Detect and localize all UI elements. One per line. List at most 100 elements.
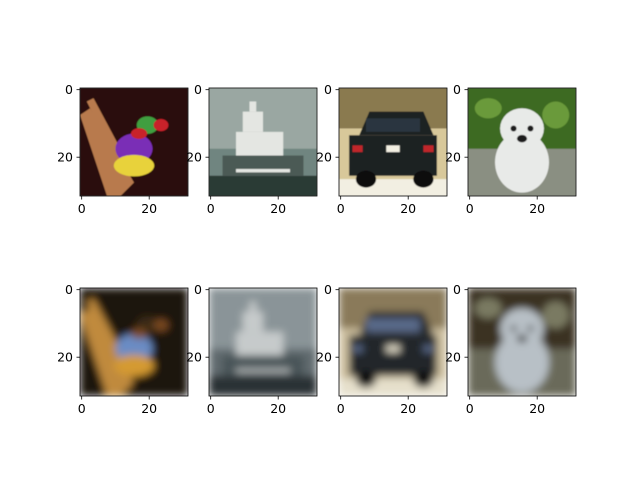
x-tick-label: 0 <box>337 401 345 416</box>
y-tick-label: 20 <box>316 150 332 165</box>
dog-eye-mark <box>510 325 517 332</box>
wheel-mark <box>413 170 434 188</box>
x-tick-label: 0 <box>466 201 474 216</box>
y-tick-label: 0 <box>194 282 202 297</box>
image-content <box>209 288 317 396</box>
wheel-mark <box>355 170 377 188</box>
x-tick-label: 0 <box>207 401 215 416</box>
bird-belly-mark <box>113 354 155 377</box>
hull-mark <box>222 355 304 376</box>
image-content <box>339 288 447 396</box>
dog-head-mark <box>500 108 544 149</box>
axes-frame <box>338 87 448 197</box>
wheel-mark <box>355 370 377 388</box>
leaf-highlight-mark <box>474 98 502 119</box>
tail-light-mark <box>352 345 363 353</box>
image-content <box>209 88 317 196</box>
y-tick-label: 0 <box>453 82 461 97</box>
image-car-sharp <box>339 88 447 196</box>
x-tick-label: 0 <box>207 201 215 216</box>
branch-mark <box>80 108 134 196</box>
car-window-mark <box>366 318 420 332</box>
mast-mark <box>249 301 257 312</box>
image-content <box>80 88 188 196</box>
y-tick-label: 20 <box>57 350 73 365</box>
superstructure-mark <box>236 331 284 356</box>
axes-frame <box>208 87 318 197</box>
x-tick-label: 20 <box>141 201 157 216</box>
hull-mark <box>222 155 304 176</box>
leaf-highlight-mark <box>542 301 570 329</box>
dog-nose-mark <box>516 334 528 343</box>
y-tick-label: 0 <box>453 282 461 297</box>
y-tick-label: 0 <box>65 82 73 97</box>
image-car-reconstruction <box>339 288 447 396</box>
x-tick-label: 20 <box>270 401 286 416</box>
car-body-mark <box>349 135 437 176</box>
branch-mark <box>86 98 121 156</box>
y-tick-label: 20 <box>57 150 73 165</box>
superstructure-mark <box>236 131 284 156</box>
y-tick-label: 20 <box>186 350 202 365</box>
water-mark <box>209 375 317 396</box>
image-content <box>339 88 447 196</box>
y-tick-label: 0 <box>324 282 332 297</box>
leaf-highlight-mark <box>542 101 570 129</box>
dog-nose-mark <box>516 134 528 143</box>
dog-head-mark <box>500 308 544 349</box>
x-tick-label: 0 <box>337 201 345 216</box>
leaf-highlight-mark <box>474 298 502 319</box>
y-tick-label: 20 <box>445 150 461 165</box>
axes-frame <box>208 287 318 397</box>
x-tick-label: 20 <box>141 401 157 416</box>
subplot-0-2: 0 20 0 20 <box>316 82 448 216</box>
axes-frame <box>79 287 189 397</box>
image-ship-reconstruction <box>209 288 317 396</box>
image-bird-reconstruction <box>80 288 188 396</box>
tail-light-mark <box>423 145 434 153</box>
water-mark <box>209 175 317 196</box>
dog-eye-mark <box>527 125 534 132</box>
x-tick-label: 20 <box>400 401 416 416</box>
bird-belly-mark <box>113 154 155 177</box>
dog-body-mark <box>495 131 549 193</box>
y-tick-label: 20 <box>316 350 332 365</box>
y-tick-label: 0 <box>194 82 202 97</box>
license-plate-mark <box>386 145 400 153</box>
y-tick-label: 0 <box>65 282 73 297</box>
x-tick-label: 20 <box>400 201 416 216</box>
subplot-1-3: 0 20 0 20 <box>445 282 577 416</box>
dog-eye-mark <box>527 325 534 332</box>
image-ship-sharp <box>209 88 317 196</box>
car-body-mark <box>349 335 437 376</box>
subplot-1-2: 0 20 0 20 <box>316 282 448 416</box>
subplot-0-1: 0 20 0 20 <box>186 82 318 216</box>
axes-frame <box>338 287 448 397</box>
branch-mark <box>86 298 121 356</box>
bridge-mark <box>242 311 263 332</box>
bird-beak-mark <box>153 319 169 332</box>
image-content <box>80 288 188 396</box>
y-tick-label: 0 <box>324 82 332 97</box>
car-window-mark <box>366 118 420 132</box>
dog-body-mark <box>495 331 549 393</box>
y-tick-label: 20 <box>445 350 461 365</box>
subplot-1-1: 0 20 0 20 <box>186 282 318 416</box>
x-tick-label: 20 <box>529 401 545 416</box>
image-content <box>468 288 576 396</box>
subplot-1-0: 0 20 0 20 <box>57 282 189 416</box>
x-tick-label: 20 <box>529 201 545 216</box>
branch-mark <box>80 308 134 396</box>
x-tick-label: 0 <box>78 201 86 216</box>
bird-neck-mark <box>130 328 148 339</box>
bird-beak-mark <box>153 119 169 132</box>
mast-mark <box>249 101 257 112</box>
dog-eye-mark <box>510 125 517 132</box>
image-content <box>468 88 576 196</box>
axes-frame <box>467 287 577 397</box>
tail-light-mark <box>352 145 363 153</box>
x-tick-label: 20 <box>270 201 286 216</box>
wheel-mark <box>413 370 434 388</box>
license-plate-mark <box>386 345 400 353</box>
